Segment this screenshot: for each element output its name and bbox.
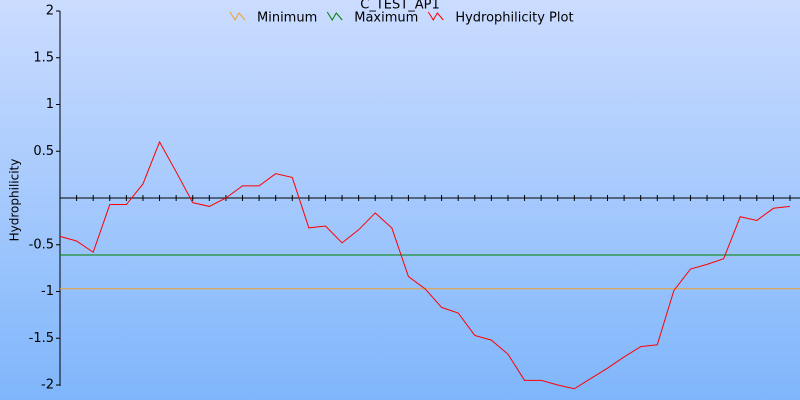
y-tick-label: 1 bbox=[46, 97, 54, 112]
line-series bbox=[59, 140, 791, 390]
legend-icon bbox=[229, 11, 246, 21]
legend-label: Hydrophilicity Plot bbox=[455, 11, 573, 26]
y-tick-label: -2 bbox=[41, 378, 54, 393]
chart-title: C_TEST_AP1 bbox=[360, 0, 439, 13]
legend-icon bbox=[427, 11, 444, 21]
y-tick-label: 0.5 bbox=[33, 144, 54, 159]
y-tick-label: 2 bbox=[46, 4, 54, 19]
legend-item: Hydrophilicity Plot bbox=[427, 11, 574, 26]
y-tick-label: -0.5 bbox=[29, 237, 54, 252]
y-tick-label: 1.5 bbox=[33, 50, 54, 65]
y-tick-label: -1.5 bbox=[29, 331, 54, 346]
legend-item: Maximum bbox=[326, 11, 418, 26]
legend-item: Minimum bbox=[229, 11, 317, 26]
legend-label: Minimum bbox=[257, 11, 317, 26]
legend-icon bbox=[326, 11, 343, 21]
legend-label: Maximum bbox=[354, 11, 418, 26]
y-tick-label: -1 bbox=[41, 284, 54, 299]
y-axis-label: Hydrophilicity bbox=[8, 159, 22, 242]
